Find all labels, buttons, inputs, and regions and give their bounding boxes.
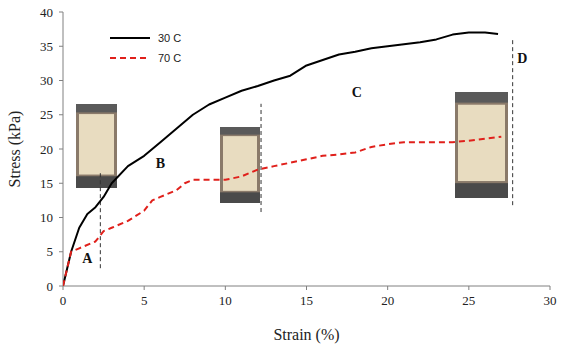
y-tick-label: 5 xyxy=(47,244,54,259)
legend: 30 C 70 C xyxy=(110,32,181,64)
y-tick xyxy=(59,46,63,47)
x-tick-label: 15 xyxy=(300,293,313,308)
y-tick-label: 20 xyxy=(40,142,53,157)
photo-cap xyxy=(220,127,260,135)
photo xyxy=(220,127,260,203)
y-tick-label: 30 xyxy=(40,73,53,88)
chart: 0 5 10 15 20 25 30 0 5 10 15 20 25 30 35 40 Strain (%) St… xyxy=(0,0,563,351)
x-tick xyxy=(225,286,226,290)
x-axis-label: Strain (%) xyxy=(273,326,339,344)
series-line xyxy=(63,137,501,286)
y-tick xyxy=(59,286,63,287)
photo-base xyxy=(220,192,260,203)
annotation: D xyxy=(517,51,527,66)
photo-sample xyxy=(79,114,114,174)
legend-swatch xyxy=(110,37,150,39)
x-tick xyxy=(63,286,64,290)
photo-frame xyxy=(220,127,260,203)
x-tick xyxy=(144,286,145,290)
legend-label: 70 C xyxy=(158,52,181,64)
photo-base xyxy=(455,183,508,198)
annotation: B xyxy=(156,156,165,171)
y-tick xyxy=(59,12,63,13)
plot-area xyxy=(63,33,501,286)
annotation: C xyxy=(352,85,362,100)
annotation: A xyxy=(82,251,93,266)
x-tick-label: 25 xyxy=(462,293,475,308)
y-tick-label: 15 xyxy=(40,176,53,191)
y-tick xyxy=(59,80,63,81)
legend-swatch xyxy=(110,57,150,59)
x-tick-label: 10 xyxy=(219,293,232,308)
reference-line xyxy=(512,38,513,205)
x-tick-label: 30 xyxy=(544,293,557,308)
photo-cap xyxy=(76,104,117,112)
y-tick-label: 35 xyxy=(40,39,53,54)
reference-line xyxy=(100,172,101,268)
photo xyxy=(76,104,117,188)
y-tick-label: 10 xyxy=(40,210,53,225)
photo-cap xyxy=(455,92,508,103)
series-line xyxy=(63,33,498,286)
y-tick xyxy=(59,251,63,252)
y-tick-label: 25 xyxy=(40,107,53,122)
x-tick xyxy=(387,286,388,290)
y-tick-label: 0 xyxy=(47,279,54,294)
x-tick xyxy=(468,286,469,290)
photo-frame xyxy=(455,92,508,198)
x-tick xyxy=(306,286,307,290)
y-tick xyxy=(59,183,63,184)
x-tick xyxy=(550,286,551,290)
x-tick-label: 20 xyxy=(381,293,394,308)
photo-sample xyxy=(223,136,257,191)
photo-sample xyxy=(458,105,505,181)
photo-frame xyxy=(76,104,117,188)
x-tick-label: 0 xyxy=(60,293,67,308)
y-axis-label: Stress (kPa) xyxy=(6,111,24,188)
y-tick-label: 40 xyxy=(40,5,53,20)
y-tick xyxy=(59,217,63,218)
background xyxy=(0,0,563,351)
photo xyxy=(455,92,508,198)
y-tick xyxy=(59,149,63,150)
reference-line xyxy=(261,104,262,212)
y-tick xyxy=(59,114,63,115)
legend-label: 30 C xyxy=(158,32,181,44)
x-tick-label: 5 xyxy=(141,293,148,308)
